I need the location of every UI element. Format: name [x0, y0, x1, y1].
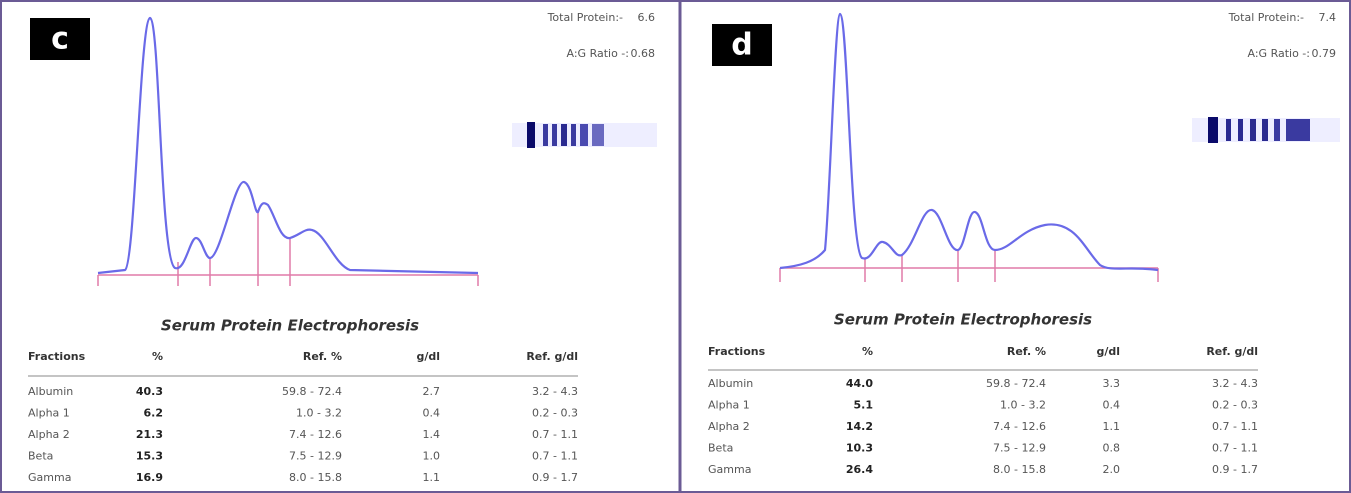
cell: 5.1: [854, 399, 874, 412]
cell: 7.5 - 12.9: [289, 450, 342, 463]
cell: 0.2 - 0.3: [1212, 399, 1258, 412]
table-title: Serum Protein Electrophoresis: [161, 317, 419, 335]
cell: 8.0 - 15.8: [289, 471, 342, 484]
column-header: g/dl: [1096, 345, 1120, 358]
panel-label: d: [731, 28, 752, 63]
fraction-name: Beta: [28, 450, 53, 463]
cell: 1.1: [423, 471, 441, 484]
column-header: %: [862, 345, 873, 358]
fraction-name: Gamma: [28, 471, 71, 484]
cell: 26.4: [846, 463, 873, 476]
ag-ratio-value: 0.79: [1312, 47, 1337, 60]
total-protein-label: Total Protein:-: [1228, 11, 1304, 24]
figure: c6.6Total Protein:-0.68A:G Ratio -:Serum…: [0, 0, 1351, 493]
cell: 1.0 - 3.2: [1000, 399, 1046, 412]
gel-band: [512, 122, 657, 148]
cell: 8.0 - 15.8: [993, 463, 1046, 476]
fraction-name: Alpha 1: [708, 399, 750, 412]
ag-ratio-label: A:G Ratio -:: [567, 47, 629, 60]
cell: 3.2 - 4.3: [532, 385, 578, 398]
cell: 0.2 - 0.3: [532, 407, 578, 420]
total-protein-value: 7.4: [1319, 11, 1337, 24]
cell: 14.2: [846, 420, 873, 433]
cell: 40.3: [136, 385, 163, 398]
cell: 0.4: [1103, 399, 1121, 412]
cell: 7.4 - 12.6: [993, 420, 1046, 433]
cell: 7.5 - 12.9: [993, 442, 1046, 455]
cell: 0.7 - 1.1: [1212, 442, 1258, 455]
fraction-name: Albumin: [708, 377, 753, 390]
total-protein-value: 6.6: [638, 11, 656, 24]
column-header: g/dl: [416, 350, 440, 363]
fraction-name: Gamma: [708, 463, 751, 476]
cell: 0.4: [423, 407, 441, 420]
cell: 7.4 - 12.6: [289, 428, 342, 441]
fraction-name: Beta: [708, 442, 733, 455]
cell: 6.2: [144, 407, 164, 420]
cell: 59.8 - 72.4: [986, 377, 1046, 390]
cell: 3.3: [1103, 377, 1121, 390]
total-protein-label: Total Protein:-: [547, 11, 623, 24]
fraction-name: Albumin: [28, 385, 73, 398]
cell: 1.1: [1103, 420, 1121, 433]
cell: 0.7 - 1.1: [532, 450, 578, 463]
cell: 0.8: [1103, 442, 1121, 455]
column-header: Fractions: [708, 345, 766, 358]
cell: 0.7 - 1.1: [532, 428, 578, 441]
cell: 1.0 - 3.2: [296, 407, 342, 420]
panel-label: c: [51, 22, 69, 57]
cell: 15.3: [136, 450, 163, 463]
cell: 59.8 - 72.4: [282, 385, 342, 398]
column-header: Fractions: [28, 350, 86, 363]
column-header: Ref. %: [1007, 345, 1046, 358]
cell: 2.7: [423, 385, 441, 398]
ag-ratio-label: A:G Ratio -:: [1248, 47, 1310, 60]
electropherogram: [98, 18, 478, 286]
column-header: Ref. %: [303, 350, 342, 363]
fraction-name: Alpha 2: [28, 428, 70, 441]
cell: 2.0: [1103, 463, 1121, 476]
column-header: Ref. g/dl: [526, 350, 578, 363]
cell: 1.4: [423, 428, 441, 441]
fraction-name: Alpha 2: [708, 420, 750, 433]
cell: 10.3: [846, 442, 873, 455]
cell: 21.3: [136, 428, 163, 441]
gel-band: [1192, 117, 1340, 143]
cell: 3.2 - 4.3: [1212, 377, 1258, 390]
table-title: Serum Protein Electrophoresis: [834, 311, 1092, 329]
cell: 0.7 - 1.1: [1212, 420, 1258, 433]
cell: 16.9: [136, 471, 163, 484]
fraction-name: Alpha 1: [28, 407, 70, 420]
cell: 1.0: [423, 450, 441, 463]
cell: 44.0: [846, 377, 873, 390]
ag-ratio-value: 0.68: [631, 47, 656, 60]
column-header: %: [152, 350, 163, 363]
electropherogram: [780, 14, 1158, 282]
cell: 0.9 - 1.7: [1212, 463, 1258, 476]
cell: 0.9 - 1.7: [532, 471, 578, 484]
column-header: Ref. g/dl: [1206, 345, 1258, 358]
